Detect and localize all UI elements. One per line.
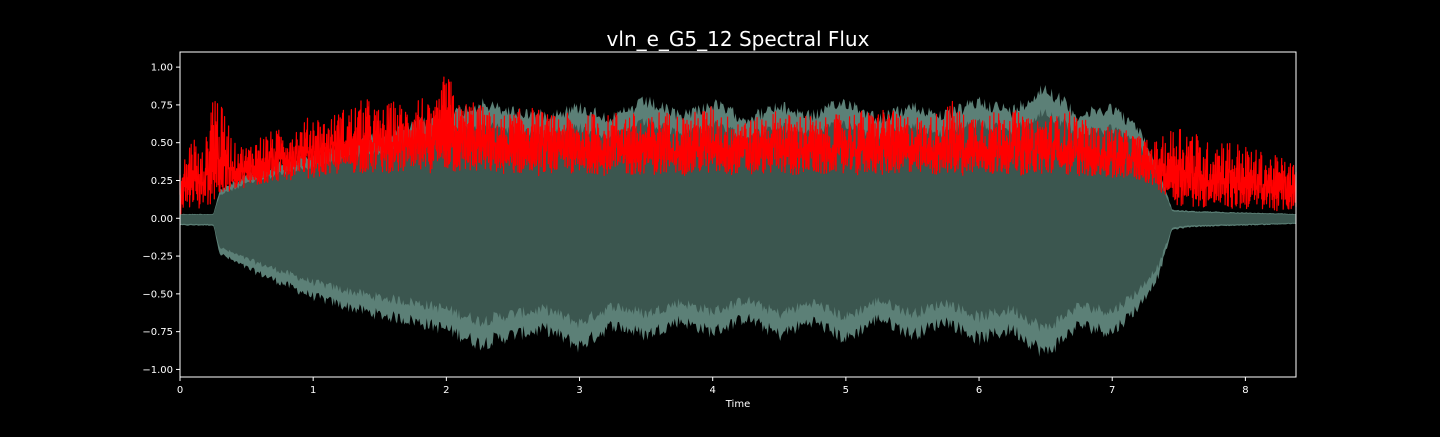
x-tick-label: 5 — [843, 385, 849, 396]
y-tick-label: −1.00 — [142, 365, 173, 376]
x-tick-label: 6 — [976, 385, 982, 396]
x-tick-label: 3 — [576, 385, 582, 396]
plot-area — [179, 76, 1297, 357]
x-tick-label: 1 — [310, 385, 316, 396]
y-tick-label: −0.25 — [142, 252, 173, 263]
y-axis: −1.00 −0.75 −0.50 −0.25 0.00 0.25 0.50 0.75 1.00 — [142, 63, 180, 376]
x-axis-label: Time — [725, 399, 750, 410]
y-tick-label: 1.00 — [151, 63, 173, 74]
x-tick-label: 2 — [443, 385, 449, 396]
series-spectral-flux — [179, 76, 1297, 215]
y-tick-label: 0.00 — [151, 214, 173, 225]
x-tick-label: 4 — [710, 385, 716, 396]
y-tick-label: 0.25 — [151, 176, 173, 187]
x-tick-label: 8 — [1242, 385, 1248, 396]
chart-title: vln_e_G5_12 Spectral Flux — [607, 27, 870, 51]
spectral-flux-line — [179, 76, 1297, 215]
plot-frame — [179, 51, 1297, 378]
y-tick-label: −0.50 — [142, 289, 173, 300]
x-axis: 0 1 2 3 4 5 6 7 8 — [177, 377, 1249, 396]
y-tick-label: 0.50 — [151, 138, 173, 149]
x-tick-label: 7 — [1109, 385, 1115, 396]
y-tick-label: 0.75 — [151, 100, 173, 111]
x-tick-label: 0 — [177, 385, 183, 396]
y-tick-label: −0.75 — [142, 327, 173, 338]
